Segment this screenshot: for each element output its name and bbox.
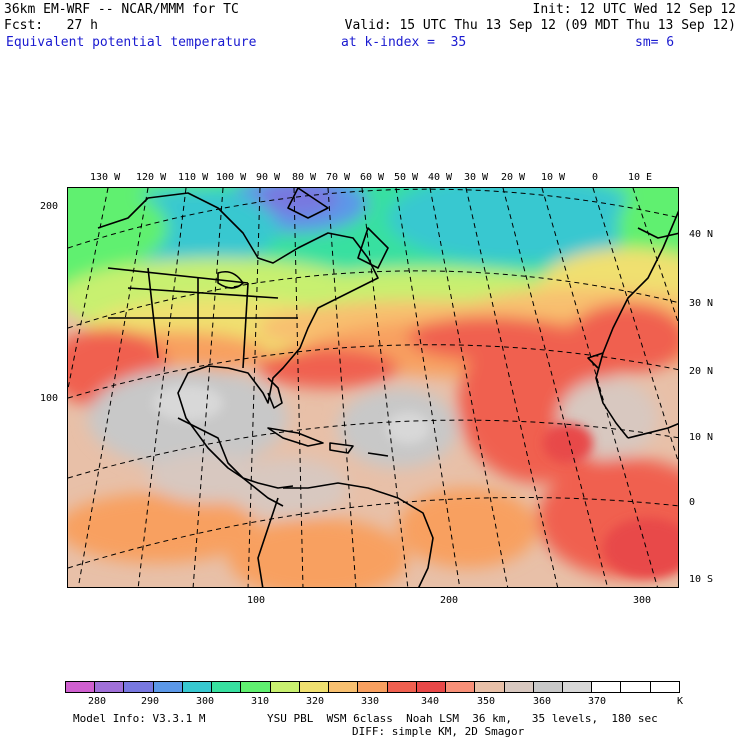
lon-label: 60 W [360,172,385,183]
lon-label: 40 W [428,172,453,183]
field-shading [68,188,678,587]
legend-tick-label: 360 [533,696,552,707]
legend-tick-label: 300 [196,696,215,707]
legend-swatch [328,681,359,693]
model-info: Model Info: V3.3.1 M [73,712,206,725]
map-canvas [68,188,678,587]
coastlines [97,188,678,587]
legend-swatch [123,681,154,693]
field-detail [153,385,678,578]
legend-tick-label: 330 [361,696,380,707]
physics-info: YSU PBL WSM 6class Noah LSM 36 km, 35 le… [267,712,658,725]
legend-swatch [415,681,447,693]
theta-e-map [67,187,679,588]
lat-label: 10 S [689,574,714,585]
legend-tick-label: 340 [421,696,440,707]
legend-swatch [649,681,680,693]
diffusion-info: DIFF: simple KM, 2D Smagor [352,725,525,738]
legend-swatch [269,681,300,693]
forecast-hour: Fcst: 27 h [4,18,98,33]
level-label: at k-index = 35 [341,35,467,50]
lat-label: 10 N [689,432,714,443]
legend-swatch [357,681,388,693]
legend-tick-label: 280 [88,696,107,707]
grid-y-label: 100 [40,393,59,404]
lat-label: 30 N [689,298,714,309]
grid-x-label: 100 [247,595,266,606]
legend-swatch [386,681,417,693]
grid-x-label: 200 [440,595,459,606]
valid-time: Valid: 15 UTC Thu 13 Sep 12 (09 MDT Thu … [344,18,736,33]
lon-label: 50 W [394,172,419,183]
legend-tick-label: 350 [477,696,496,707]
legend-swatch [474,681,505,693]
lon-label: 10 E [628,172,653,183]
field-name: Equivalent potential temperature [6,35,257,50]
lon-label: 100 W [216,172,247,183]
legend-swatch [211,681,242,693]
legend-tick-label: 290 [141,696,160,707]
lon-label: 90 W [256,172,281,183]
lon-label: 70 W [326,172,351,183]
lat-label: 0 [689,497,696,508]
grid-y-label: 200 [40,201,59,212]
lon-label: 130 W [90,172,121,183]
legend-colorbar [65,681,680,693]
legend-tick-label: 310 [251,696,270,707]
init-time: Init: 12 UTC Wed 12 Sep 12 [532,2,737,17]
lon-label: 80 W [292,172,317,183]
lon-label: 0 [592,172,599,183]
legend-swatch [298,681,330,693]
legend-swatch [561,681,593,693]
legend-swatch [181,681,213,693]
legend-swatch [65,681,96,693]
legend-swatch [591,681,622,693]
smoothing-label: sm= 6 [635,35,675,50]
lat-label: 20 N [689,366,714,377]
lon-label: 20 W [501,172,526,183]
legend-unit: K [677,696,684,707]
legend-tick-label: 320 [306,696,325,707]
legend-swatch [620,681,651,693]
legend-swatch [445,681,476,693]
lon-label: 30 W [464,172,489,183]
lat-label: 40 N [689,229,714,240]
legend-tick-label: 370 [588,696,607,707]
legend-swatch [532,681,563,693]
grid-x-label: 300 [633,595,652,606]
lon-label: 110 W [178,172,209,183]
legend-swatch [240,681,271,693]
lon-label: 120 W [136,172,167,183]
lon-label: 10 W [541,172,566,183]
model-title: 36km EM-WRF -- NCAR/MMM for TC [4,2,239,17]
legend-swatch [94,681,125,693]
legend-swatch [503,681,534,693]
legend-swatch [152,681,183,693]
